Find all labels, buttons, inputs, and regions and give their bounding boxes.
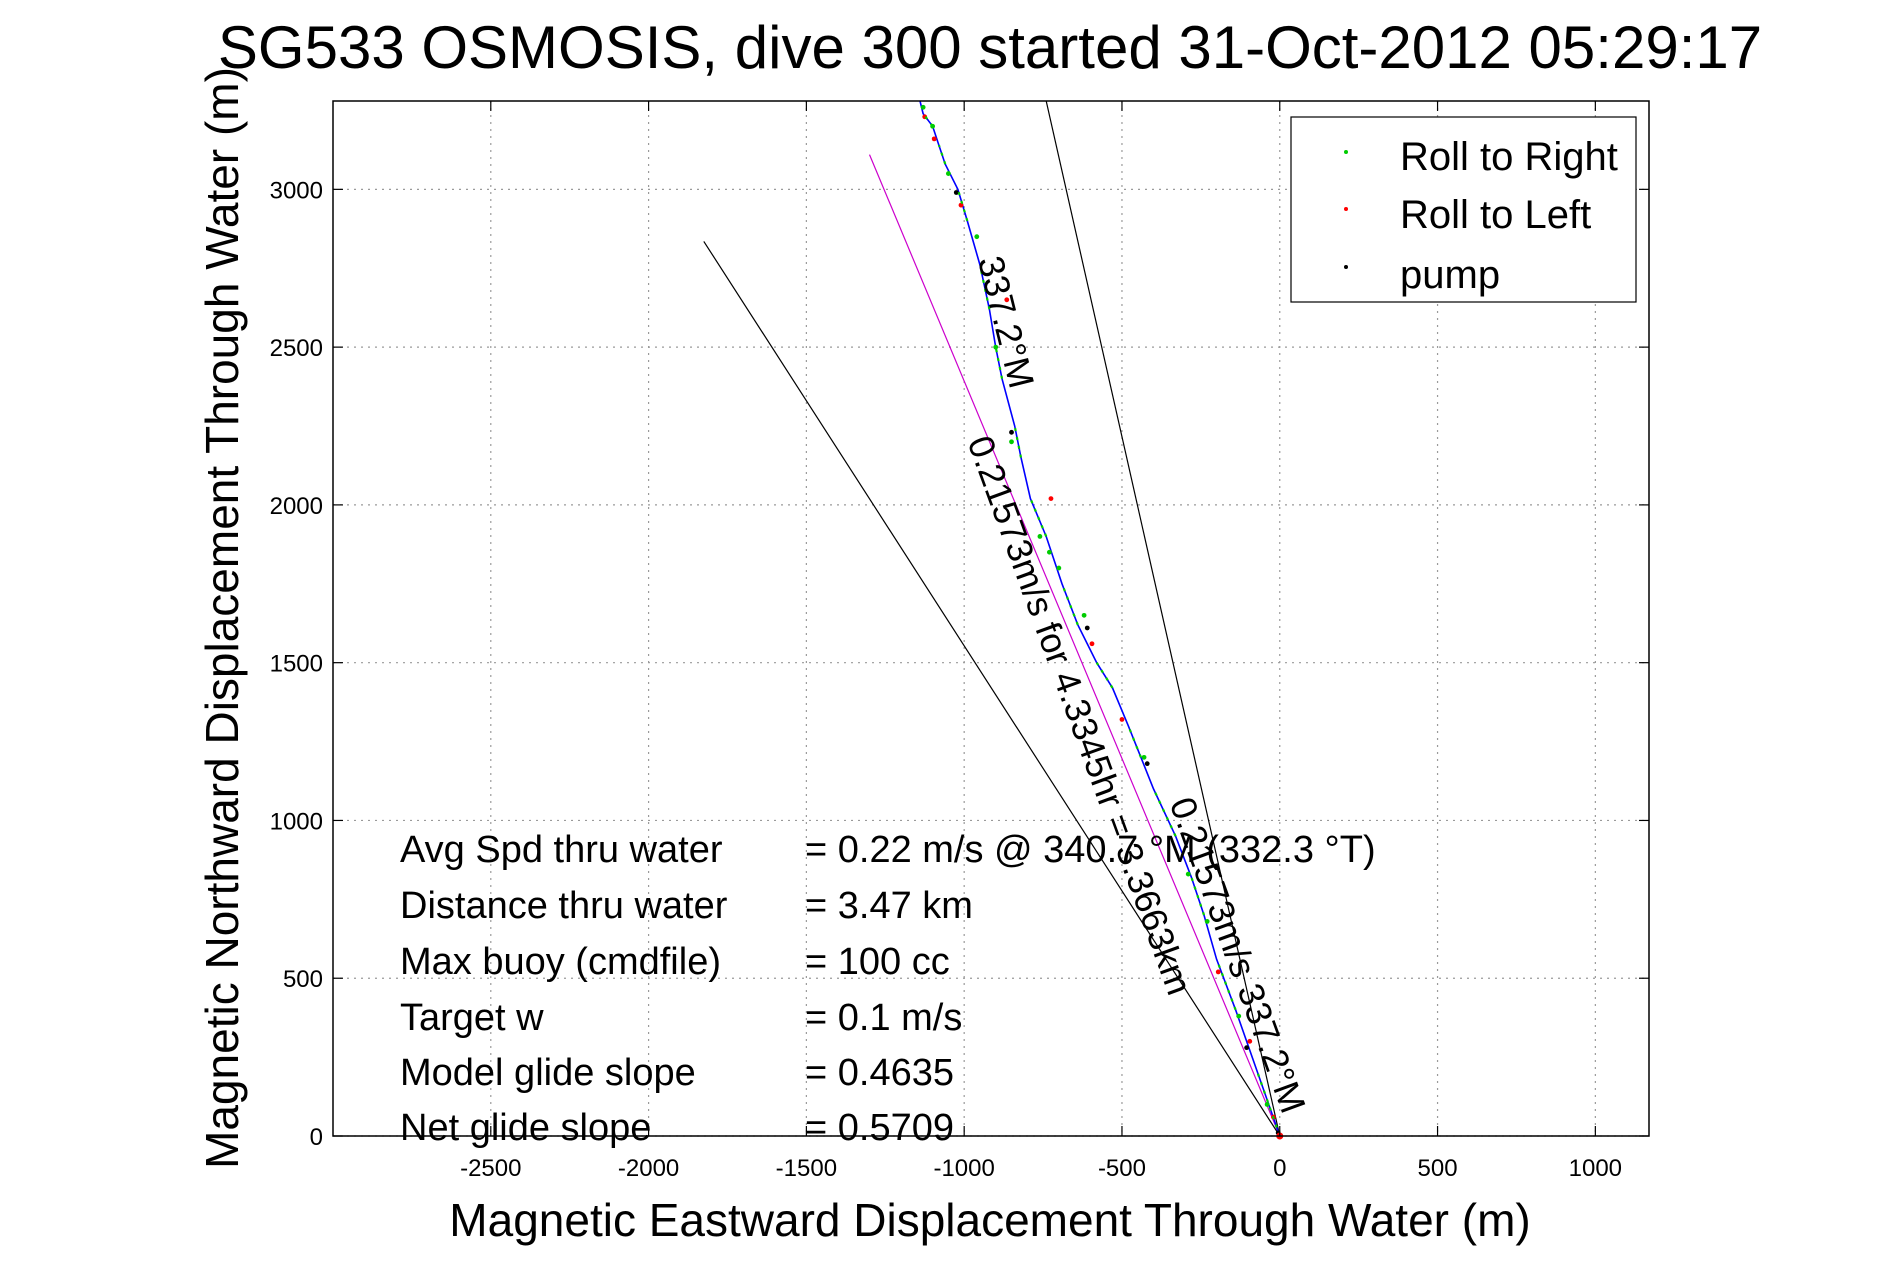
pump-point (1244, 1045, 1250, 1051)
y-tick-label: 2500 (270, 335, 323, 362)
roll-left-point (1004, 297, 1010, 303)
chart-title: SG533 OSMOSIS, dive 300 started 31-Oct-2… (218, 14, 1762, 81)
stat-value: = 0.1 m/s (805, 997, 962, 1039)
roll-right-point (1264, 1102, 1270, 1107)
legend-label-pump: pump (1400, 253, 1500, 297)
stat-label: Target w (400, 997, 544, 1039)
roll-right-point (1141, 754, 1147, 760)
reference-line (703, 241, 1281, 1137)
roll-left-point (958, 202, 964, 208)
pump-point (953, 190, 959, 195)
roll-right-point (1236, 1013, 1242, 1019)
tick-layer: -2500 -2000 -1500 -1000 -500 0 500 1000 0 500 1000… (270, 101, 1649, 1182)
reference-lines (703, 100, 1281, 1137)
stats-block: Avg Spd thru water = 0.22 m/s @ 340.7 °M… (400, 829, 1376, 1149)
roll-right-point (1009, 439, 1014, 445)
pump-point (1009, 429, 1014, 435)
stat-label: Model glide slope (400, 1052, 696, 1094)
roll-right-point (945, 171, 951, 176)
legend-marker-roll-left (1344, 207, 1348, 211)
y-tick-label: 2000 (270, 493, 323, 520)
roll-right-segment (1029, 498, 1048, 537)
x-tick-label: -2000 (618, 1155, 679, 1182)
roll-right-segment (1127, 725, 1142, 758)
legend-label-roll-left: Roll to Left (1400, 193, 1591, 237)
stat-value: = 3.47 km (805, 885, 973, 927)
y-tick-label: 1500 (270, 651, 323, 678)
legend-box (1290, 116, 1637, 303)
legend-marker-roll-right (1344, 150, 1348, 154)
roll-right-point (1185, 871, 1191, 877)
roll-right-point (1204, 919, 1210, 924)
stat-label: Net glide slope (400, 1107, 651, 1149)
y-axis-label: Magnetic Northward Displacement Through … (196, 67, 248, 1169)
x-tick-label: 500 (1418, 1155, 1458, 1182)
x-tick-label: 1000 (1569, 1155, 1622, 1182)
plot-frame (332, 100, 1650, 1137)
y-tick-label: 1000 (270, 808, 323, 835)
legend: Roll to Right Roll to Left pump (1290, 116, 1637, 303)
roll-right-point (974, 234, 980, 240)
roll-left-point (1119, 717, 1125, 722)
marker-layer (920, 104, 1284, 1140)
roll-right-segment (1060, 583, 1079, 626)
pump-point (1144, 761, 1150, 767)
roll-right-segment (956, 189, 969, 222)
stat-value: = 100 cc (805, 941, 950, 983)
roll-right-segment (1256, 1072, 1281, 1137)
roll-left-point (1247, 1038, 1253, 1044)
roll-left-point (1089, 641, 1095, 647)
stat-label: Distance thru water (400, 885, 728, 927)
stat-value: = 0.4635 (805, 1052, 954, 1094)
roll-right-segment (978, 264, 991, 310)
roll-right-point (1037, 534, 1043, 539)
roll-left-point (931, 136, 937, 142)
roll-right-point (920, 104, 926, 110)
legend-label-roll-right: Roll to Right (1400, 135, 1618, 179)
roll-right-segment (937, 144, 947, 165)
reference-line (868, 154, 1281, 1137)
roll-left-point (1215, 969, 1221, 975)
x-axis-label: Magnetic Eastward Displacement Through W… (449, 1194, 1530, 1246)
x-tick-label: 0 (1273, 1155, 1286, 1182)
stat-value: = 0.5709 (805, 1107, 954, 1149)
roll-right-point (1046, 549, 1052, 555)
x-tick-label: -500 (1098, 1155, 1146, 1182)
roll-right-segment (922, 112, 934, 127)
stat-label: Avg Spd thru water (400, 829, 723, 871)
roll-left-point (1048, 496, 1054, 501)
stat-value: = 0.22 m/s @ 340.7 °M (332.3 °T) (805, 829, 1376, 871)
track-layer (919, 100, 1281, 1137)
y-tick-label: 0 (310, 1124, 323, 1151)
roll-right-point (1081, 612, 1087, 618)
x-tick-label: -1000 (933, 1155, 994, 1182)
stat-label: Max buoy (cmdfile) (400, 941, 721, 983)
y-tick-label: 3000 (270, 177, 323, 204)
track-line (919, 100, 1281, 1137)
roll-right-point (1056, 565, 1062, 571)
pump-point (1084, 625, 1090, 631)
reference-line (1045, 100, 1281, 1137)
legend-marker-pump (1344, 265, 1348, 269)
roll-right-segment (1190, 876, 1206, 916)
roll-right-point (993, 344, 999, 350)
x-tick-label: -2500 (460, 1155, 521, 1182)
x-tick-label: -1500 (776, 1155, 837, 1182)
y-tick-label: 500 (283, 966, 323, 993)
